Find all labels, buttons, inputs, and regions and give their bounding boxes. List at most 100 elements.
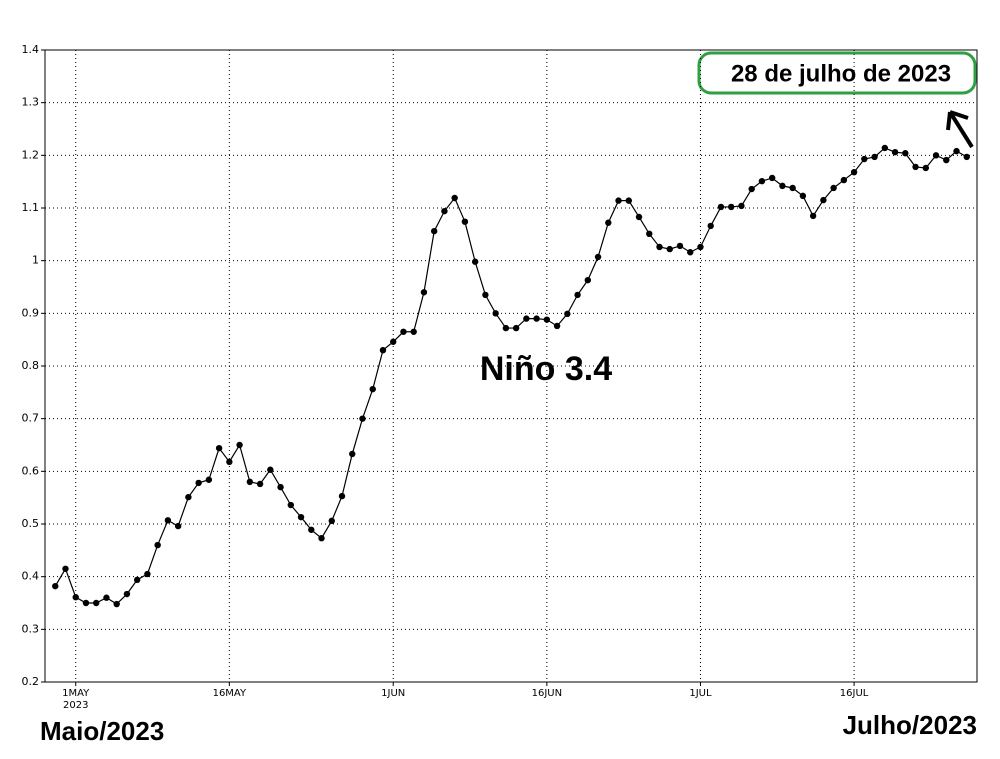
point [799,192,807,200]
point [871,153,878,161]
point [564,310,571,318]
point [502,324,510,332]
point [420,289,428,296]
annotation: Niño 3.4 [480,350,612,388]
point [717,203,725,211]
arrow [946,110,974,149]
point [185,493,192,501]
x-tick-label: 1JUL [689,688,712,699]
point [451,194,458,202]
point [850,168,858,176]
x-tick-label: 16JUN [532,688,562,699]
y-tick-label: 1.4 [22,43,40,56]
point [297,513,305,521]
point [820,196,827,204]
y-tick-label: 0.8 [22,359,40,372]
point [205,476,213,483]
y-tick-label: 0.5 [22,517,40,530]
point [359,415,366,422]
point [93,599,100,607]
point [133,576,141,584]
x-tick-label: 1JUN [381,688,405,699]
point [318,535,325,542]
y-tick-label: 0.9 [22,306,40,319]
point [82,599,90,607]
point [789,184,796,192]
point [52,582,59,590]
point [246,478,254,486]
x-tick-label: 16JUL [840,688,869,699]
x-year-label: 2023 [63,700,88,711]
point [72,594,79,601]
point [369,385,376,393]
point [912,163,919,171]
point [758,177,766,185]
point [840,176,848,184]
y-tick-label: 1 [32,254,39,267]
point [687,249,694,256]
point [390,338,397,345]
point [410,328,417,335]
point [492,310,499,317]
point [441,207,448,215]
point [676,242,684,250]
point [379,347,387,354]
point [861,155,868,163]
point [164,517,172,524]
y-tick-label: 0.7 [22,412,40,425]
point [471,258,479,265]
point [236,441,243,449]
left-label: Maio/2023 [40,716,164,746]
point [400,328,407,335]
point [349,450,356,458]
point [308,526,315,533]
point [625,197,632,204]
point [891,148,899,156]
point [963,153,970,161]
point [727,203,735,211]
point [881,144,889,152]
x-tick-label: 1MAY [62,688,90,699]
point [226,458,233,466]
point [154,541,161,549]
point [174,522,182,530]
y-tick-label: 0.4 [22,570,40,583]
point [512,324,520,332]
point [584,276,592,284]
y-tick-label: 0.3 [22,622,40,635]
point [113,600,120,608]
point [543,316,551,323]
point [666,245,673,253]
point [594,253,602,261]
y-tick-label: 0.2 [22,675,40,688]
point [287,501,295,509]
point [277,483,284,491]
point [635,213,643,221]
point [830,184,837,192]
point [523,315,530,322]
point [738,202,745,210]
point [482,291,489,299]
point [922,164,929,172]
point [338,492,346,500]
x-tick-label: 16MAY [213,688,247,699]
point [707,222,714,230]
point [267,466,274,473]
y-tick-label: 1.1 [22,201,40,214]
date-box [697,51,977,95]
point [144,570,151,578]
point [123,590,131,598]
point [902,150,909,157]
point [605,219,612,226]
point [697,243,704,251]
point [103,594,110,601]
point [553,322,561,330]
point [646,230,653,238]
point [533,315,540,322]
point [62,565,69,572]
point [215,444,223,452]
point [195,479,202,487]
point [656,243,663,251]
date-note: 28 de julho de 2023 [731,60,951,87]
